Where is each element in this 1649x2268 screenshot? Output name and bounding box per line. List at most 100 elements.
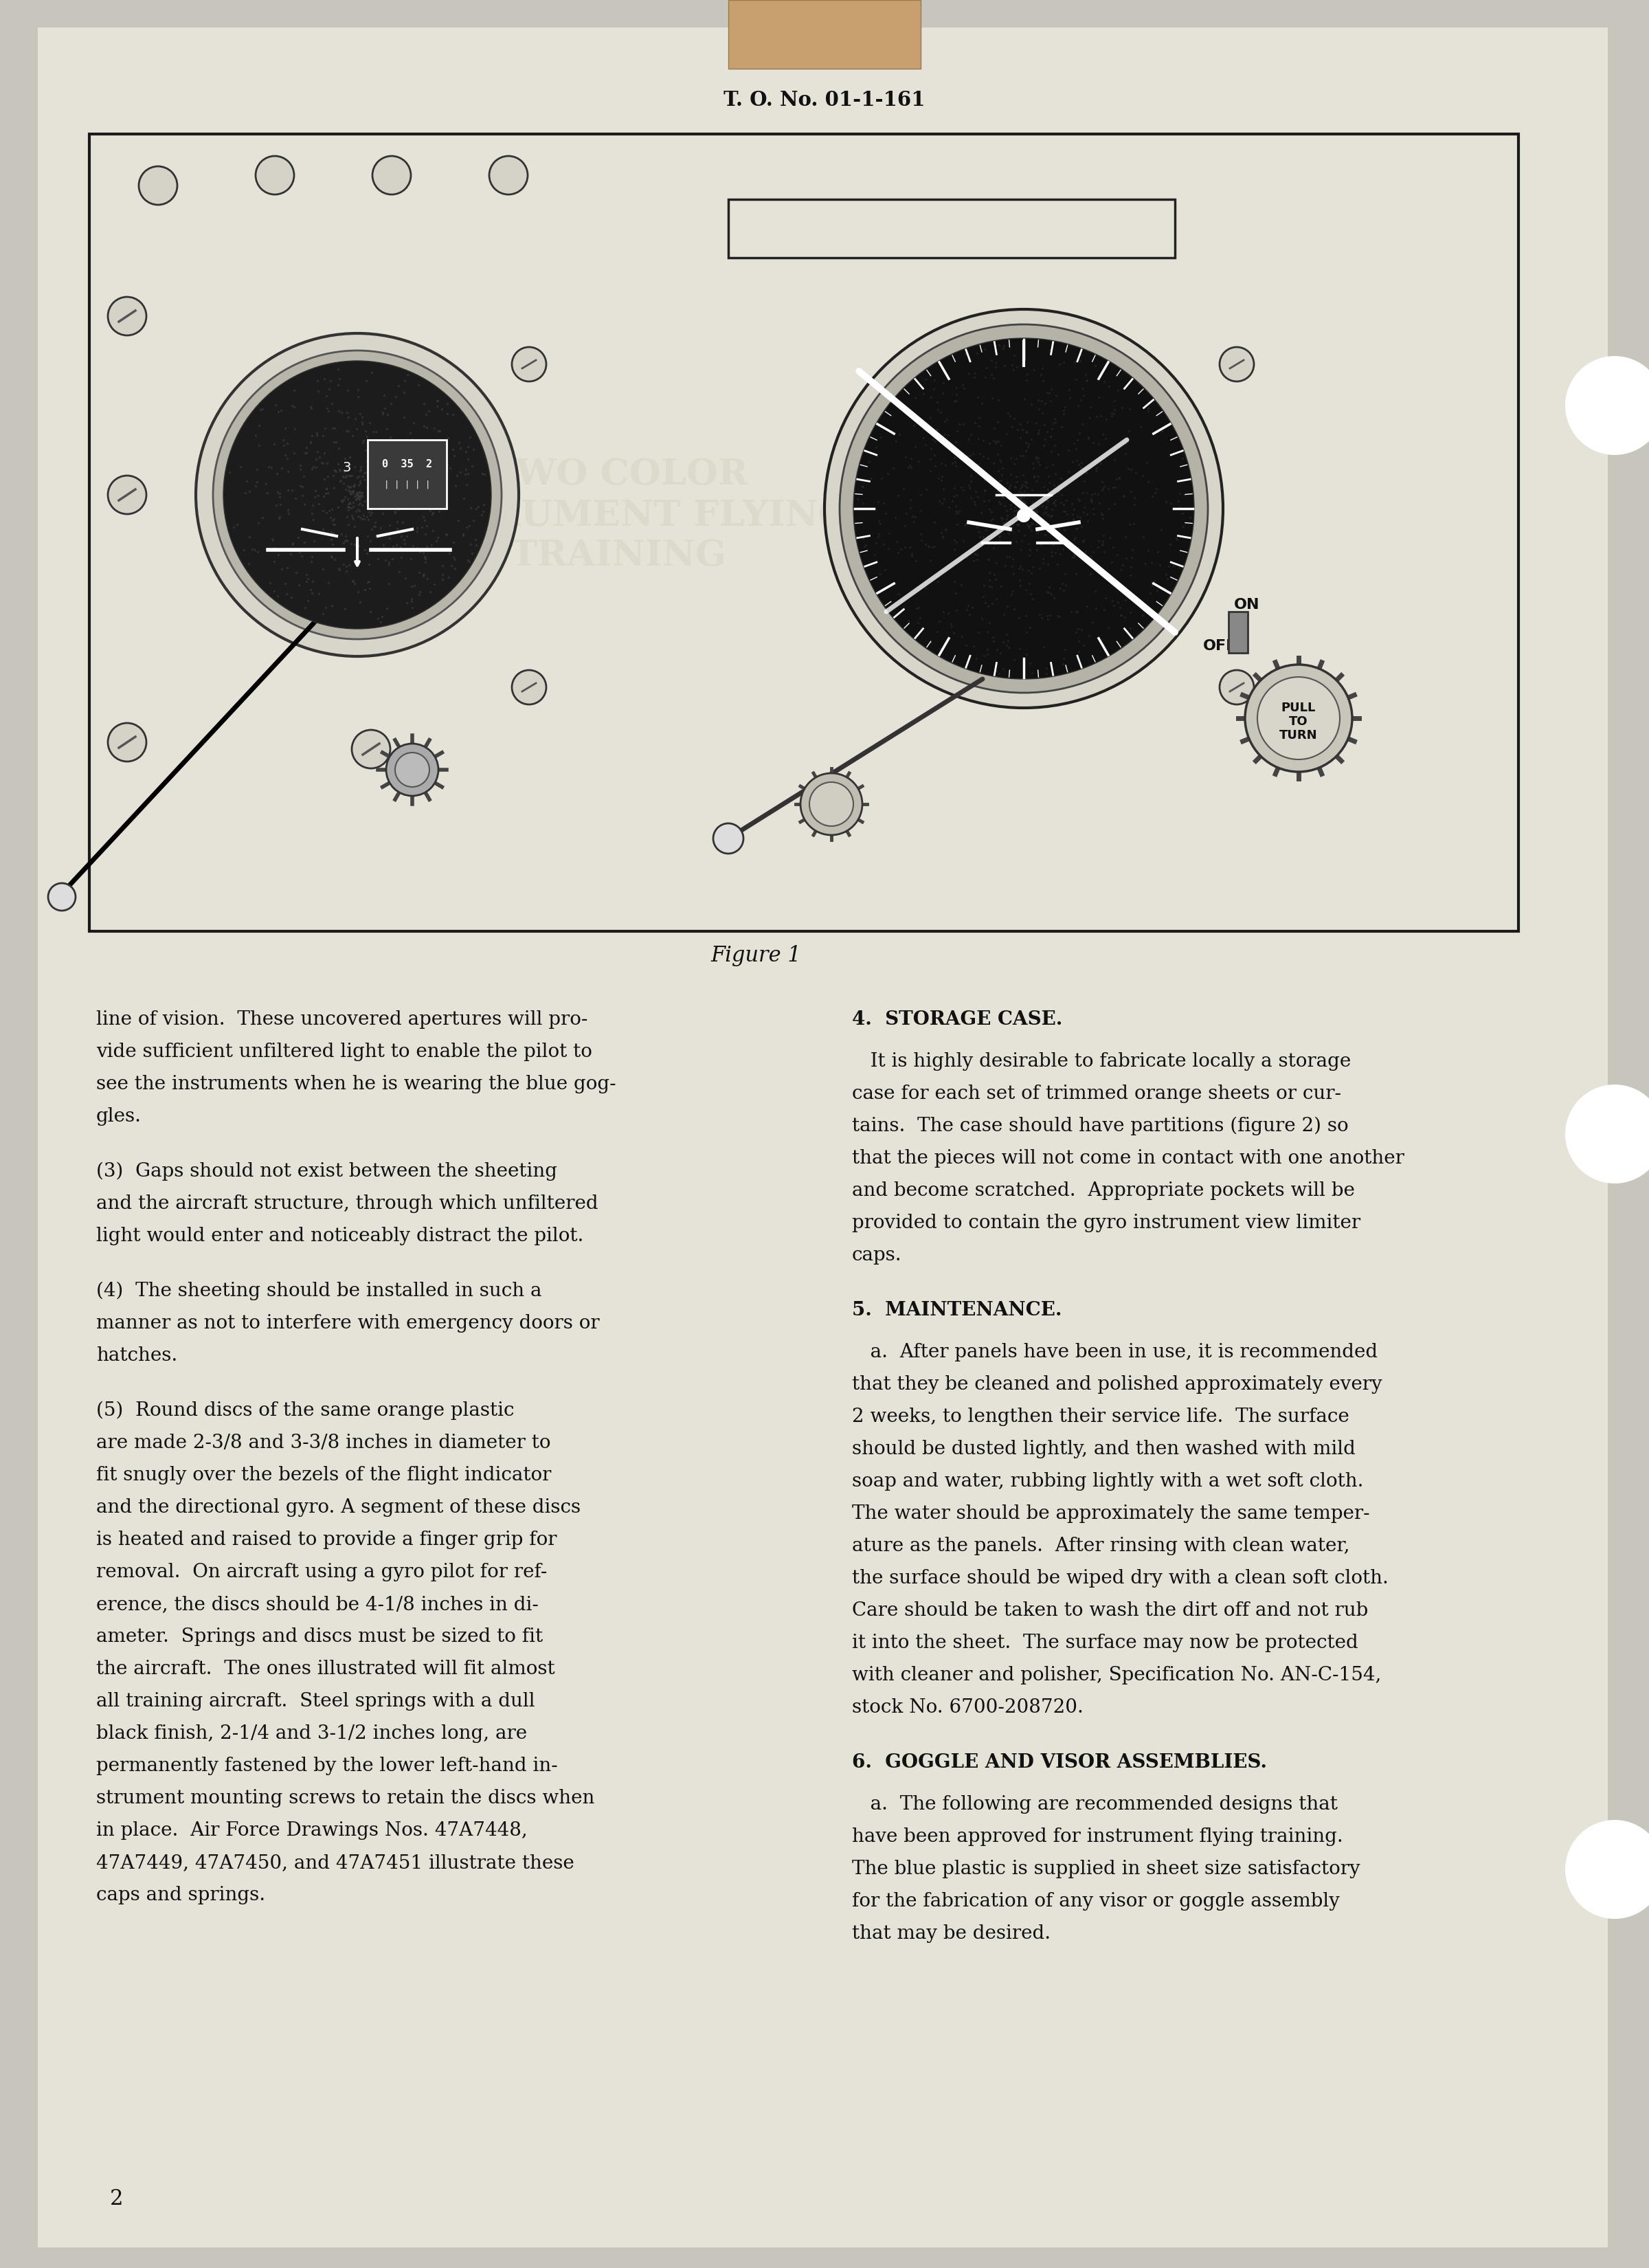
Circle shape [714,823,744,853]
Circle shape [824,308,1224,708]
Text: vide sufficient unfiltered light to enable the pilot to: vide sufficient unfiltered light to enab… [96,1043,592,1061]
Text: PULL: PULL [1281,701,1316,714]
Text: see the instruments when he is wearing the blue gog-: see the instruments when he is wearing t… [96,1075,617,1093]
Text: that the pieces will not come in contact with one another: that the pieces will not come in contact… [853,1150,1405,1168]
Text: 4.  STORAGE CASE.: 4. STORAGE CASE. [853,1009,1062,1030]
Text: have been approved for instrument flying training.: have been approved for instrument flying… [853,1828,1342,1846]
Text: the aircraft.  The ones illustrated will fit almost: the aircraft. The ones illustrated will … [96,1660,556,1678]
Text: The blue plastic is supplied in sheet size satisfactory: The blue plastic is supplied in sheet si… [853,1860,1360,1878]
Text: stock No. 6700-208720.: stock No. 6700-208720. [853,1699,1083,1717]
Text: ature as the panels.  After rinsing with clean water,: ature as the panels. After rinsing with … [853,1538,1351,1556]
Circle shape [48,882,76,912]
Circle shape [490,156,528,195]
Text: 2: 2 [110,2189,124,2209]
Circle shape [351,730,391,769]
Bar [368,440,447,508]
Text: and the aircraft structure, through which unfiltered: and the aircraft structure, through whic… [96,1195,599,1213]
Text: TO: TO [1290,714,1308,728]
Text: 2 weeks, to lengthen their service life.  The surface: 2 weeks, to lengthen their service life.… [853,1408,1349,1427]
Text: 0  35  2: 0 35 2 [383,458,432,469]
Circle shape [1220,669,1253,705]
Text: provided to contain the gyro instrument view limiter: provided to contain the gyro instrument … [853,1213,1360,1232]
Text: Figure 1: Figure 1 [711,946,801,966]
Circle shape [223,361,491,628]
Circle shape [1565,356,1649,456]
Text: caps.: caps. [853,1245,902,1266]
Text: strument mounting screws to retain the discs when: strument mounting screws to retain the d… [96,1789,595,1808]
Text: should be dusted lightly, and then washed with mild: should be dusted lightly, and then washe… [853,1440,1355,1458]
Text: Care should be taken to wash the dirt off and not rub: Care should be taken to wash the dirt of… [853,1601,1369,1619]
Text: in place.  Air Force Drawings Nos. 47A7448,: in place. Air Force Drawings Nos. 47A744… [96,1821,528,1839]
Text: the surface should be wiped dry with a clean soft cloth.: the surface should be wiped dry with a c… [853,1569,1388,1588]
Circle shape [854,338,1194,678]
Circle shape [107,297,147,336]
Text: gles.: gles. [96,1107,142,1125]
Text: black finish, 2-1/4 and 3-1/2 inches long, are: black finish, 2-1/4 and 3-1/2 inches lon… [96,1724,528,1742]
Text: a.  After panels have been in use, it is recommended: a. After panels have been in use, it is … [853,1343,1377,1361]
Text: line of vision.  These uncovered apertures will pro-: line of vision. These uncovered aperture… [96,1009,587,1030]
Text: fit snugly over the bezels of the flight indicator: fit snugly over the bezels of the flight… [96,1465,551,1483]
Circle shape [1220,347,1253,381]
Text: OFF: OFF [1202,640,1237,653]
Text: 3: 3 [343,460,351,474]
Circle shape [396,753,429,787]
Circle shape [196,333,519,655]
Circle shape [511,347,546,381]
Text: permanently fastened by the lower left-hand in-: permanently fastened by the lower left-h… [96,1755,557,1776]
Circle shape [1565,1819,1649,1919]
Text: caps and springs.: caps and springs. [96,1885,265,1905]
Circle shape [511,669,546,705]
Text: (4)  The sheeting should be installed in such a: (4) The sheeting should be installed in … [96,1281,543,1300]
Text: and the directional gyro. A segment of these discs: and the directional gyro. A segment of t… [96,1499,580,1517]
Text: TURN: TURN [1280,730,1318,742]
Text: soap and water, rubbing lightly with a wet soft cloth.: soap and water, rubbing lightly with a w… [853,1472,1364,1490]
Text: that may be desired.: that may be desired. [853,1926,1050,1944]
Text: and become scratched.  Appropriate pockets will be: and become scratched. Appropriate pocket… [853,1182,1355,1200]
Text: It is highly desirable to fabricate locally a storage: It is highly desirable to fabricate loca… [853,1052,1351,1070]
Circle shape [213,352,501,640]
Text: hatches.: hatches. [96,1347,178,1365]
Bar [1229,612,1248,653]
Circle shape [800,773,862,835]
Text: | | | | |: | | | | | [384,481,430,490]
Bar [89,134,1519,932]
Text: (3)  Gaps should not exist between the sheeting: (3) Gaps should not exist between the sh… [96,1161,557,1182]
Circle shape [139,166,178,204]
Text: a.  The following are recommended designs that: a. The following are recommended designs… [853,1796,1337,1814]
Text: 6.  GOGGLE AND VISOR ASSEMBLIES.: 6. GOGGLE AND VISOR ASSEMBLIES. [853,1753,1266,1771]
Circle shape [107,723,147,762]
Text: T. O. No. 01-1-161: T. O. No. 01-1-161 [724,91,925,109]
Text: are made 2-3/8 and 3-3/8 inches in diameter to: are made 2-3/8 and 3-3/8 inches in diame… [96,1433,551,1452]
Text: 5.  MAINTENANCE.: 5. MAINTENANCE. [853,1302,1062,1320]
Text: for the fabrication of any visor or goggle assembly: for the fabrication of any visor or gogg… [853,1892,1339,1910]
Circle shape [107,476,147,515]
Text: removal.  On aircraft using a gyro pilot for ref-: removal. On aircraft using a gyro pilot … [96,1563,547,1581]
Text: 47A7449, 47A7450, and 47A7451 illustrate these: 47A7449, 47A7450, and 47A7451 illustrate… [96,1853,574,1871]
Bar [729,0,920,68]
Bar [729,200,1174,259]
Text: case for each set of trimmed orange sheets or cur-: case for each set of trimmed orange shee… [853,1084,1341,1102]
Text: with cleaner and polisher, Specification No. AN-C-154,: with cleaner and polisher, Specification… [853,1667,1382,1685]
Circle shape [839,324,1207,692]
Circle shape [1258,676,1339,760]
Text: erence, the discs should be 4-1/8 inches in di-: erence, the discs should be 4-1/8 inches… [96,1594,539,1613]
Circle shape [810,782,854,826]
Text: it into the sheet.  The surface may now be protected: it into the sheet. The surface may now b… [853,1633,1359,1653]
Circle shape [1245,665,1352,771]
Circle shape [1017,508,1031,522]
Text: light would enter and noticeably distract the pilot.: light would enter and noticeably distrac… [96,1227,584,1245]
Text: manner as not to interfere with emergency doors or: manner as not to interfere with emergenc… [96,1313,600,1334]
Text: ameter.  Springs and discs must be sized to fit: ameter. Springs and discs must be sized … [96,1626,543,1647]
Circle shape [373,156,411,195]
Text: that they be cleaned and polished approximately every: that they be cleaned and polished approx… [853,1374,1382,1395]
Text: The water should be approximately the same temper-: The water should be approximately the sa… [853,1504,1370,1524]
Text: ON: ON [1233,599,1260,612]
Circle shape [1565,1084,1649,1184]
Text: TWO COLOR
INSTRUMENT FLYING
TRAINING: TWO COLOR INSTRUMENT FLYING TRAINING [388,458,849,574]
Text: is heated and raised to provide a finger grip for: is heated and raised to provide a finger… [96,1531,557,1549]
Circle shape [256,156,294,195]
Text: tains.  The case should have partitions (figure 2) so: tains. The case should have partitions (… [853,1116,1349,1136]
Text: (5)  Round discs of the same orange plastic: (5) Round discs of the same orange plast… [96,1402,514,1420]
Circle shape [386,744,439,796]
Text: all training aircraft.  Steel springs with a dull: all training aircraft. Steel springs wit… [96,1692,534,1710]
